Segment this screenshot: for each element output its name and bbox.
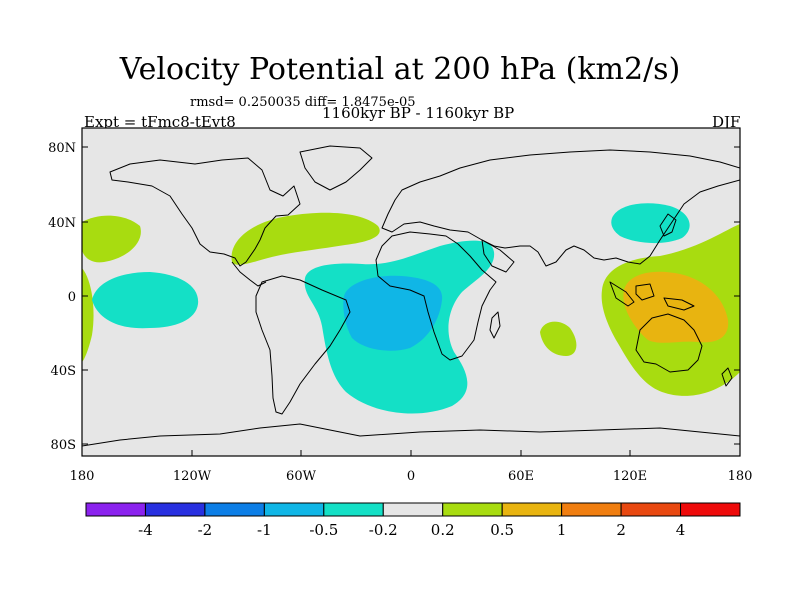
colorbar: [85, 502, 741, 517]
colorbar-box-6: [442, 502, 503, 517]
lon-label-60w: 60W: [286, 469, 317, 484]
lat-label-40n: 40N: [48, 216, 76, 231]
coast-madagascar: [489, 311, 501, 339]
colorbar-box-0: [85, 502, 146, 517]
coast-north-america: [109, 157, 301, 267]
lat-label-0: 0: [68, 290, 76, 305]
colorbar-label-1: -2: [198, 521, 213, 539]
chart-title: Velocity Potential at 200 hPa (km2/s): [119, 52, 681, 87]
coast-new-guinea: [663, 297, 695, 311]
lat-label-80s: 80S: [51, 438, 76, 453]
contour-negative-central-pacific: [92, 272, 199, 329]
coast-australia: [635, 313, 703, 373]
colorbar-label-0: -4: [138, 521, 153, 539]
colorbar-label-2: -1: [257, 521, 272, 539]
lon-label-180w: 180: [70, 469, 95, 484]
contour-positive-east-pacific-edge: [82, 268, 94, 362]
contour-positive-core: [623, 271, 729, 343]
colorbar-label-6: 0.5: [490, 521, 514, 539]
colorbar-label-4: -0.2: [369, 521, 398, 539]
period-label: 1160kyr BP - 1160kyr BP: [322, 104, 515, 122]
contour-positive-indian-ocean: [540, 321, 577, 356]
colorbar-label-5: 0.2: [431, 521, 455, 539]
coast-antarctica: [82, 423, 740, 447]
colorbar-label-9: 4: [676, 521, 686, 539]
contour-negative-core: [343, 275, 443, 351]
colorbar-labels: -4 -2 -1 -0.5 -0.2 0.2 0.5 1 2 4: [138, 521, 685, 539]
colorbar-box-7: [501, 502, 563, 517]
coast-borneo-sumatra: [609, 281, 655, 307]
coastlines: [82, 145, 740, 447]
lon-label-60e: 60E: [508, 469, 534, 484]
colorbar-box-4: [323, 502, 384, 517]
coast-arabia: [481, 239, 515, 273]
colorbar-box-3: [263, 502, 325, 517]
experiment-label: Expt = tFmc8-tEvt8: [84, 113, 236, 131]
lat-label-40s: 40S: [51, 364, 76, 379]
coast-africa: [375, 231, 497, 361]
contour-positive-north-atlantic: [231, 212, 380, 265]
colorbar-box-2: [204, 502, 265, 517]
colorbar-box-10: [680, 502, 741, 517]
coast-greenland: [299, 145, 373, 191]
colorbar-box-5: [382, 502, 444, 517]
contour-fills: [82, 203, 740, 414]
lat-ticks: [82, 146, 740, 445]
lon-label-180e: 180: [728, 469, 753, 484]
lat-labels: 80N 40N 0 40S 80S: [48, 141, 76, 453]
lat-label-80n: 80N: [48, 141, 76, 156]
season-label: DJF: [712, 113, 741, 131]
coast-japan: [659, 213, 677, 237]
stats-line: rmsd= 0.250035 diff= 1.8475e-05: [190, 95, 416, 110]
colorbar-label-7: 1: [557, 521, 567, 539]
colorbar-box-1: [144, 502, 206, 517]
coast-south-america: [255, 275, 351, 415]
colorbar-box-8: [561, 502, 622, 517]
contour-positive-west-pacific: [82, 215, 141, 263]
lon-label-120w: 120W: [173, 469, 212, 484]
colorbar-label-8: 2: [616, 521, 626, 539]
lon-label-0: 0: [407, 469, 415, 484]
colorbar-label-3: -0.5: [309, 521, 338, 539]
lon-labels: 180 120W 60W 0 60E 120E 180: [70, 469, 753, 484]
coast-new-zealand: [721, 367, 733, 387]
colorbar-box-9: [620, 502, 682, 517]
lon-ticks: [81, 450, 741, 456]
lon-label-120e: 120E: [613, 469, 647, 484]
contour-negative-north-pacific: [611, 203, 690, 244]
